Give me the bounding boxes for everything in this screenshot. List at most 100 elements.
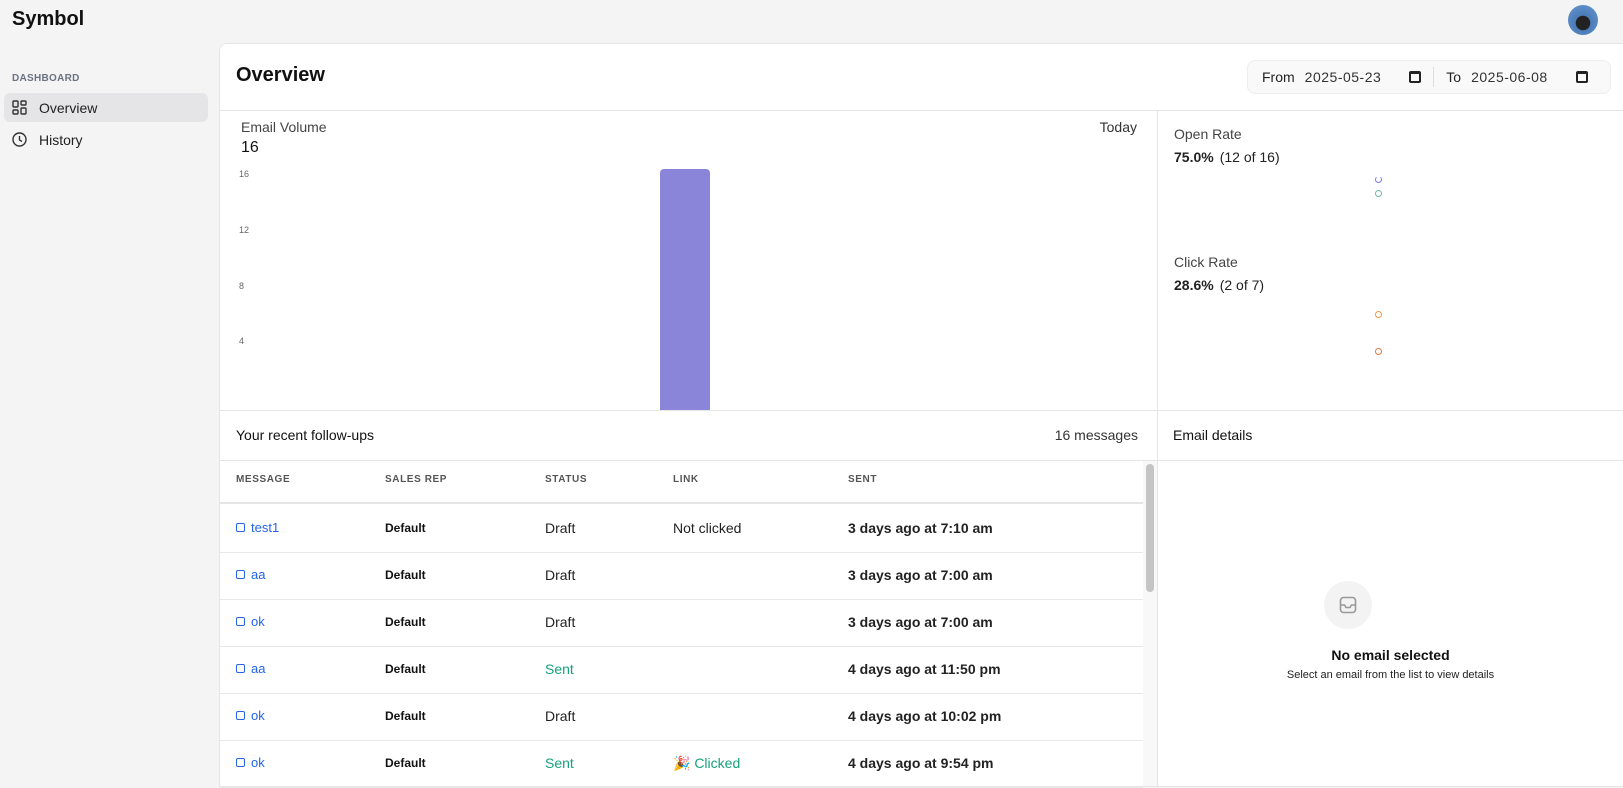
status: Draft (545, 520, 576, 536)
divider (220, 410, 1623, 411)
column-header[interactable]: MESSAGE (236, 474, 291, 485)
scrollbar-thumb[interactable] (1146, 464, 1154, 592)
divider (220, 110, 1623, 111)
sent-time: 4 days ago at 10:02 pm (848, 708, 1002, 724)
to-date-input[interactable]: 2025-06-08 (1471, 69, 1548, 85)
date-range: From 2025-05-23 To 2025-06-08 (1247, 60, 1611, 94)
open-rate-value: 75.0% (12 of 16) (1174, 149, 1280, 165)
status: Sent (545, 661, 574, 677)
sent-time: 4 days ago at 11:50 pm (848, 661, 1001, 677)
column-header[interactable]: LINK (673, 474, 699, 485)
link-status: 🎉 Clicked (673, 755, 741, 771)
external-link-icon (236, 758, 245, 767)
column-header[interactable]: SENT (848, 474, 878, 485)
volume-label: Email Volume (241, 119, 327, 135)
message-link[interactable]: aa (236, 567, 265, 582)
main-card: Overview From 2025-05-23 To 2025-06-08 E… (219, 43, 1623, 788)
from-date-input[interactable]: 2025-05-23 (1304, 69, 1382, 85)
volume-bar[interactable] (660, 169, 710, 410)
empty-state-title: No email selected (1331, 647, 1450, 663)
table-row[interactable]: ok Default Draft 4 days ago at 10:02 pm (220, 692, 1143, 741)
click-rate-percent: 28.6% (1174, 277, 1214, 293)
sales-rep: Default (385, 568, 426, 582)
table-row[interactable]: ok Default Sent 🎉 Clicked 4 days ago at … (220, 739, 1143, 788)
column-header[interactable]: STATUS (545, 474, 588, 485)
app-logo: Symbol (12, 8, 85, 30)
external-link-icon (236, 523, 245, 532)
calendar-icon[interactable] (1409, 71, 1422, 83)
from-label: From (1262, 69, 1295, 85)
open-rate-percent: 75.0% (1174, 149, 1214, 165)
avatar[interactable] (1568, 5, 1598, 35)
click-rate-value: 28.6% (2 of 7) (1174, 277, 1264, 293)
click-rate-label: Click Rate (1174, 254, 1238, 270)
sales-rep: Default (385, 521, 426, 535)
page-title: Overview (236, 64, 325, 86)
message-name[interactable]: aa (251, 567, 266, 582)
divider (1157, 410, 1158, 786)
message-name[interactable]: ok (251, 708, 265, 723)
external-link-icon (236, 664, 245, 673)
volume-range-label: Today (1099, 119, 1137, 135)
sent-time: 3 days ago at 7:00 am (848, 614, 993, 630)
y-tick-label: 4 (239, 336, 245, 347)
table-row[interactable]: aa Default Draft 3 days ago at 7:00 am (220, 551, 1143, 600)
message-link[interactable]: test1 (236, 520, 279, 535)
clock-icon (12, 132, 27, 147)
scrollbar-track[interactable] (1143, 461, 1157, 786)
message-link[interactable]: ok (236, 614, 265, 629)
status: Draft (545, 567, 576, 583)
external-link-icon (236, 570, 245, 579)
calendar-icon[interactable] (1575, 71, 1588, 83)
followups-title: Your recent follow-ups (236, 427, 375, 443)
sales-rep: Default (385, 709, 426, 723)
message-name[interactable]: test1 (251, 520, 280, 535)
open-rate-point (1375, 190, 1382, 197)
volume-value: 16 (241, 139, 259, 156)
table-row[interactable]: ok Default Draft 3 days ago at 7:00 am (220, 598, 1143, 647)
column-header[interactable]: SALES REP (385, 474, 448, 485)
message-count: 16 messages (1054, 427, 1138, 443)
message-link[interactable]: ok (236, 708, 265, 723)
status: Draft (545, 614, 576, 630)
sidebar-section-label: DASHBOARD (12, 73, 80, 84)
divider (1433, 67, 1435, 87)
sent-time: 3 days ago at 7:00 am (848, 567, 993, 583)
message-name[interactable]: aa (251, 661, 266, 676)
sales-rep: Default (385, 756, 426, 770)
external-link-icon (236, 617, 245, 626)
click-rate-point (1375, 311, 1382, 318)
message-link[interactable]: aa (236, 661, 265, 676)
message-name[interactable]: ok (251, 755, 265, 770)
status: Draft (545, 708, 576, 724)
y-tick-label: 16 (239, 169, 250, 179)
inbox-icon (1324, 581, 1372, 629)
divider (1157, 110, 1158, 410)
table-row[interactable]: aa Default Sent 4 days ago at 11:50 pm (220, 645, 1143, 694)
message-link[interactable]: ok (236, 755, 265, 770)
sidebar-item-label: Overview (39, 99, 98, 116)
y-tick-label: 12 (239, 224, 250, 235)
table-row[interactable]: test1 Default Draft Not clicked 3 days a… (220, 504, 1143, 553)
sales-rep: Default (385, 662, 426, 676)
sent-time: 4 days ago at 9:54 pm (848, 755, 994, 771)
open-rate-point (1375, 176, 1382, 183)
divider (220, 460, 1623, 461)
sent-time: 3 days ago at 7:10 am (848, 520, 993, 536)
link-status: Not clicked (673, 520, 742, 536)
grid-icon (12, 100, 27, 115)
sidebar-item-overview[interactable]: Overview (4, 93, 208, 122)
external-link-icon (236, 711, 245, 720)
click-rate-point (1375, 348, 1382, 355)
open-rate-detail: (12 of 16) (1219, 149, 1280, 165)
open-rate-label: Open Rate (1174, 126, 1242, 142)
sidebar-item-label: History (39, 131, 83, 148)
status: Sent (545, 755, 574, 771)
click-rate-detail: (2 of 7) (1219, 277, 1265, 293)
divider (220, 502, 1143, 504)
to-label: To (1446, 69, 1462, 85)
details-title: Email details (1173, 427, 1253, 443)
message-name[interactable]: ok (251, 614, 265, 629)
y-tick-label: 8 (239, 280, 245, 291)
sidebar-item-history[interactable]: History (4, 125, 208, 154)
